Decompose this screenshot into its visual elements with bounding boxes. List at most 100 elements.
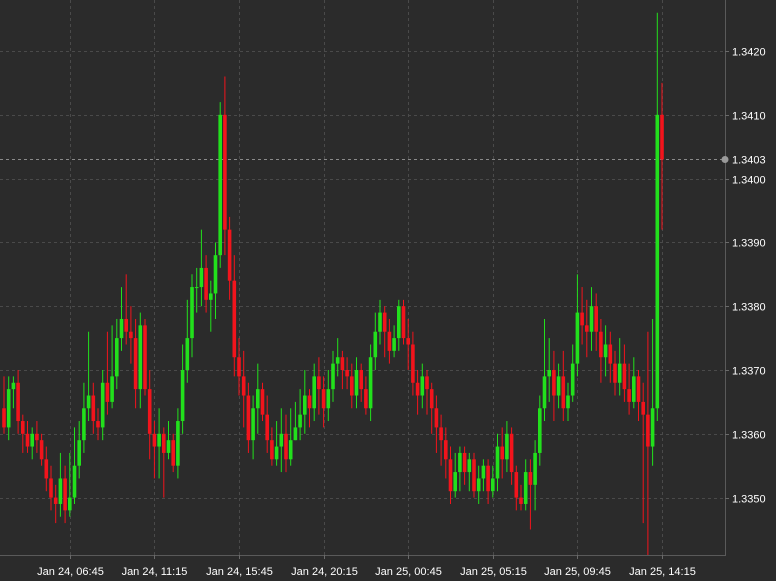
candle-body (321, 389, 326, 409)
candle-body (25, 433, 30, 447)
candle (213, 242, 218, 319)
candle (331, 350, 335, 402)
candle-body (354, 370, 359, 396)
candle (519, 484, 523, 511)
candle (209, 280, 213, 332)
candle-body (335, 357, 340, 364)
candle (143, 318, 147, 396)
candle-body (260, 389, 265, 415)
candle-body (650, 408, 655, 447)
candle (566, 382, 570, 422)
y-tick-label: 1.3380 (732, 302, 766, 314)
candle (86, 331, 91, 422)
candle-body (232, 280, 237, 358)
candle (523, 459, 528, 511)
candle (162, 427, 166, 498)
candle (561, 350, 566, 422)
candle-body (209, 293, 213, 300)
candle (110, 325, 114, 409)
candle (378, 299, 382, 345)
candle-body (552, 370, 556, 396)
candle (63, 465, 67, 524)
candle-body (359, 370, 363, 390)
candle (613, 350, 617, 396)
candle (21, 414, 25, 453)
candle-body (538, 408, 542, 453)
candle (44, 446, 49, 492)
candle-body (152, 433, 157, 447)
candle-body (589, 306, 594, 332)
candle (312, 363, 316, 422)
candle (476, 465, 481, 504)
x-tick-label: Jan 24, 06:45 (37, 566, 104, 578)
candle (284, 414, 288, 473)
candle-body (185, 338, 190, 370)
candle (425, 370, 429, 415)
candle (171, 433, 175, 473)
y-tick-label: 1.3410 (732, 111, 766, 123)
candle (326, 370, 331, 422)
candle (434, 395, 439, 453)
candle (185, 299, 190, 383)
candle (288, 408, 293, 466)
candle-body (392, 338, 396, 351)
candle-body (279, 433, 284, 447)
candle-body (49, 478, 53, 498)
candle-body (194, 287, 199, 289)
candle-body (331, 363, 335, 390)
candle (364, 376, 368, 415)
candle-body (345, 370, 349, 377)
candle (594, 293, 598, 351)
candle (251, 395, 255, 460)
candle-body (378, 312, 382, 332)
candle-body (39, 440, 44, 460)
candle (486, 459, 490, 504)
candle-body (575, 312, 580, 364)
candle (49, 465, 53, 511)
candle-body (434, 408, 439, 428)
x-axis-labels: Jan 24, 06:45 Jan 24, 11:15 Jan 24, 15:45 J… (37, 555, 696, 578)
candle (528, 459, 533, 530)
candle (650, 318, 655, 466)
candle (350, 363, 354, 409)
candle (608, 331, 613, 383)
candle (237, 338, 241, 396)
candle-body (382, 312, 387, 332)
candle (91, 382, 96, 434)
candle (481, 459, 486, 492)
candle (39, 433, 44, 466)
candle-body (190, 287, 194, 339)
candle-body (528, 472, 533, 485)
candle-body (481, 465, 486, 479)
candle (655, 12, 660, 422)
candle-body (476, 478, 481, 492)
candles (2, 12, 664, 555)
candle (307, 389, 312, 428)
candle-body (2, 408, 6, 428)
candle (82, 382, 86, 453)
candle-body (462, 452, 467, 473)
candle (256, 363, 260, 434)
candle (453, 452, 457, 498)
candle-body (636, 376, 641, 402)
candle-body (16, 382, 20, 422)
candle-body (251, 408, 255, 441)
candle-body (599, 331, 603, 358)
candle (444, 427, 448, 479)
candle (11, 376, 16, 409)
candle (340, 350, 345, 390)
candle-body (303, 395, 307, 415)
candle (180, 344, 185, 434)
candle-body (368, 357, 373, 409)
candle (232, 255, 237, 377)
candle-body (448, 459, 453, 492)
candle-body (274, 446, 279, 460)
candle (575, 274, 580, 377)
candle-body (77, 440, 81, 466)
candle-body (124, 318, 128, 332)
candle (335, 338, 340, 377)
x-tick-label: Jan 24, 20:15 (291, 566, 358, 578)
candle (401, 299, 406, 345)
x-tick-label: Jan 25, 09:45 (544, 566, 611, 578)
